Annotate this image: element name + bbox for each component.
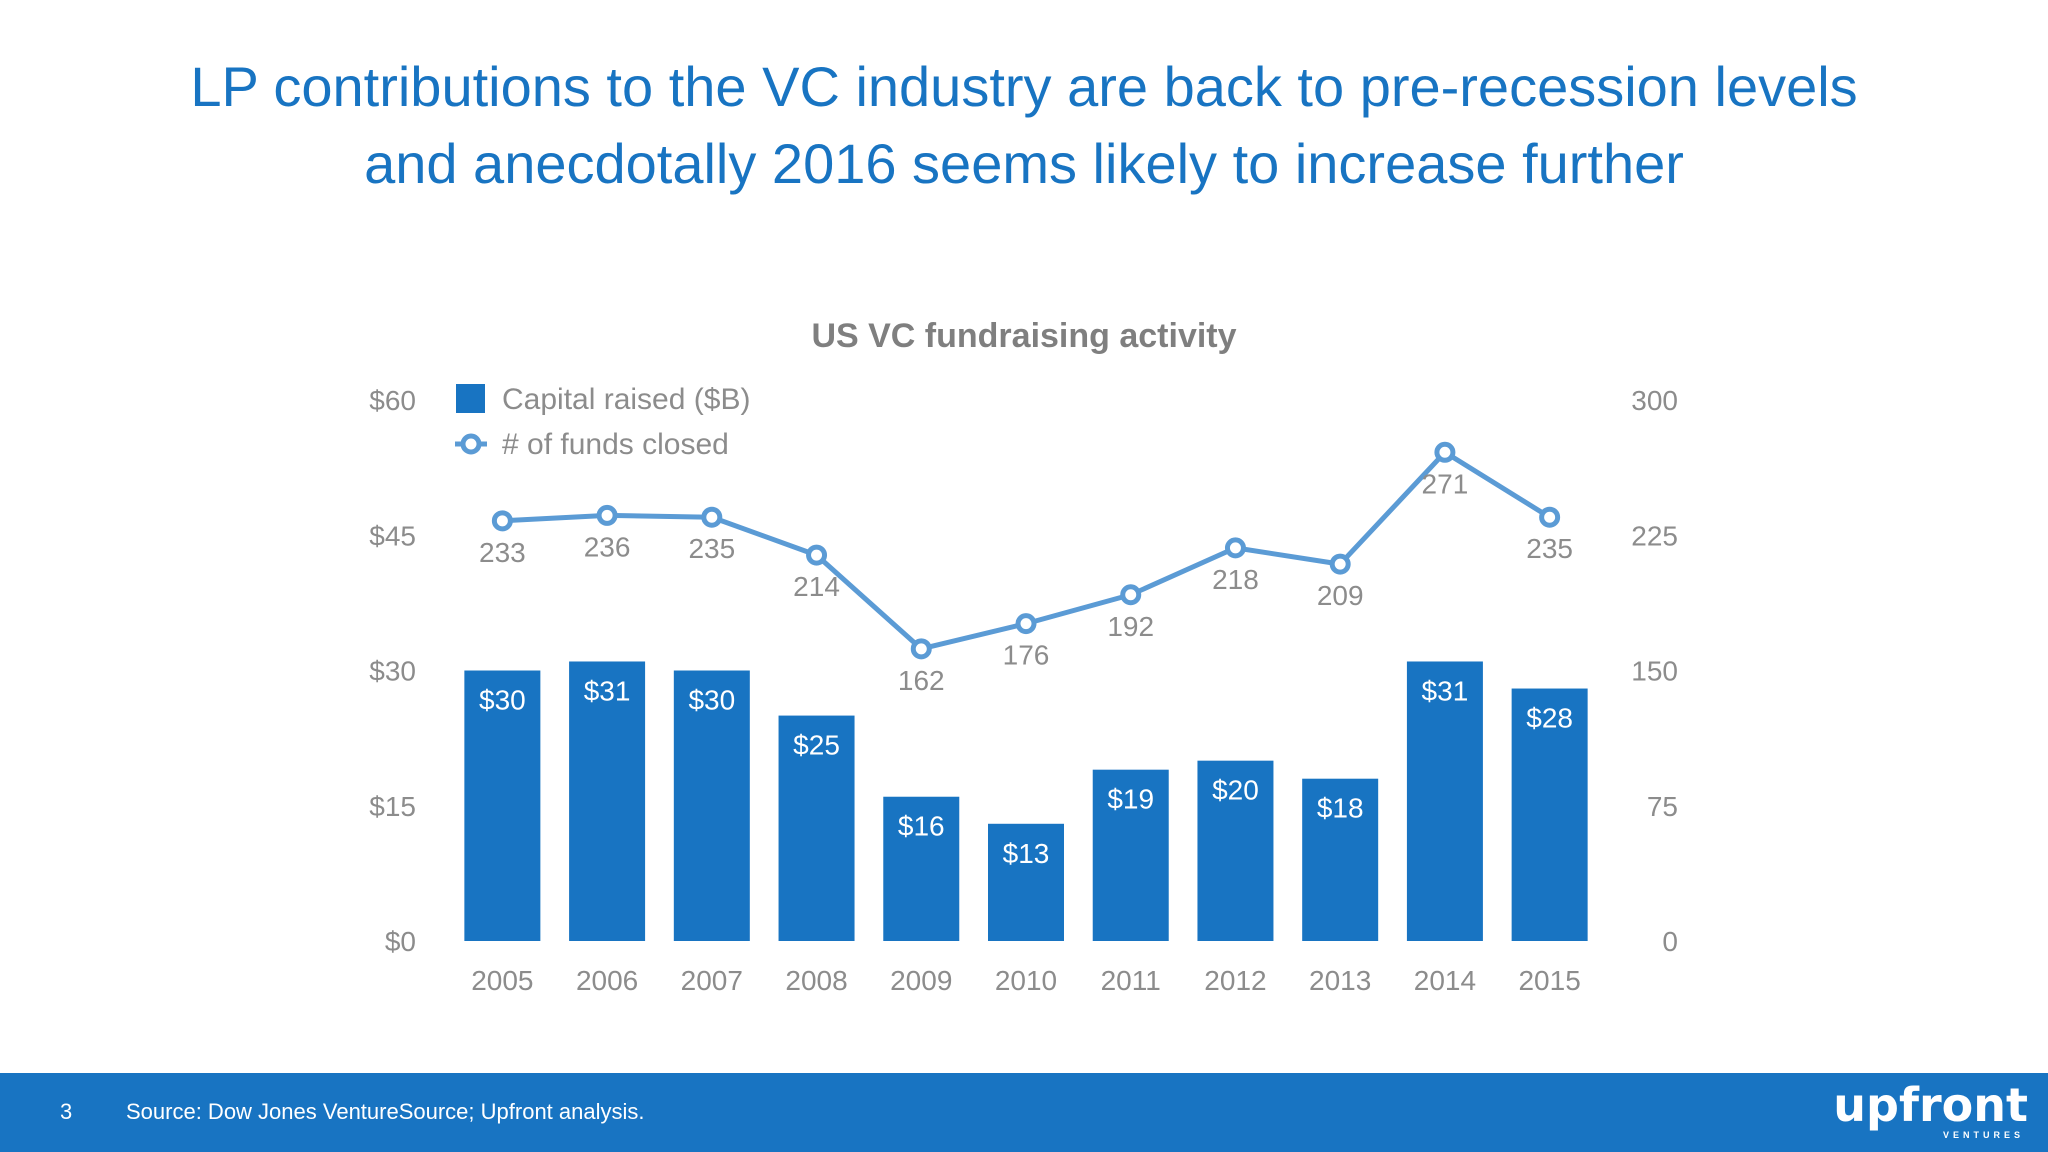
- funds-closed-point: [1224, 537, 1246, 559]
- right-axis-tick-label: 150: [1631, 656, 1678, 687]
- bar: [778, 715, 855, 941]
- funds-closed-value-label: 162: [898, 665, 945, 696]
- bar: [569, 661, 646, 941]
- funds-closed-value-label: 235: [688, 533, 735, 564]
- bar: [1406, 661, 1483, 941]
- footer-bar: 3 Source: Dow Jones VentureSource; Upfro…: [0, 1073, 2048, 1152]
- logo-subtext: VENTURES: [1942, 1130, 2024, 1140]
- left-axis-tick-label: $45: [369, 520, 416, 551]
- bar: [1197, 760, 1274, 941]
- page-number: 3: [60, 1099, 73, 1124]
- x-axis-tick-label: 2005: [471, 965, 533, 996]
- funds-closed-value-label: 176: [1003, 640, 1050, 671]
- bar-value-label: $13: [1003, 838, 1050, 869]
- funds-closed-point: [1015, 613, 1037, 635]
- bar: [673, 670, 750, 941]
- funds-closed-point: [806, 544, 828, 566]
- bar-value-label: $19: [1107, 784, 1154, 815]
- bar-value-label: $31: [1422, 675, 1469, 706]
- bar: [988, 823, 1064, 941]
- right-axis-tick-label: 0: [1662, 926, 1678, 957]
- funds-closed-point: [1434, 441, 1456, 463]
- x-axis-tick-label: 2012: [1204, 965, 1266, 996]
- funds-closed-point: [1120, 584, 1142, 606]
- slide-title: LP contributions to the VC industry are …: [0, 48, 2048, 202]
- x-axis-tick-label: 2013: [1309, 965, 1371, 996]
- x-axis-tick-label: 2015: [1518, 965, 1580, 996]
- funds-closed-value-label: 233: [479, 537, 526, 568]
- funds-closed-value-label: 236: [584, 531, 631, 562]
- x-axis-tick-label: 2006: [576, 965, 638, 996]
- right-axis-tick-label: 300: [1631, 385, 1678, 416]
- legend-line-label: # of funds closed: [502, 428, 729, 461]
- funds-closed-value-label: 192: [1107, 611, 1154, 642]
- funds-closed-point: [701, 506, 723, 528]
- right-axis-tick-label: 225: [1631, 520, 1678, 551]
- funds-closed-value-label: 218: [1212, 564, 1259, 595]
- funds-closed-value-label: 214: [793, 571, 840, 602]
- x-axis-tick-label: 2009: [890, 965, 952, 996]
- bar: [1511, 688, 1588, 941]
- x-axis-tick-label: 2007: [681, 965, 743, 996]
- x-axis-tick-label: 2010: [995, 965, 1057, 996]
- bar: [464, 670, 541, 941]
- bar-value-label: $20: [1212, 775, 1259, 806]
- funds-closed-value-label: 209: [1317, 580, 1364, 611]
- left-axis-tick-label: $15: [369, 791, 416, 822]
- source-note: Source: Dow Jones VentureSource; Upfront…: [126, 1099, 645, 1124]
- funds-closed-value-label: 271: [1422, 468, 1469, 499]
- left-axis-tick-label: $0: [385, 926, 416, 957]
- upfront-logo: upfront VENTURES: [1818, 1081, 2028, 1145]
- bar-value-label: $16: [898, 811, 945, 842]
- bar-value-label: $18: [1317, 793, 1364, 824]
- funds-closed-point: [1329, 553, 1351, 575]
- right-axis-tick-label: 75: [1647, 791, 1678, 822]
- x-axis-tick-label: 2008: [785, 965, 847, 996]
- funds-closed-point: [596, 504, 618, 526]
- bar-value-label: $28: [1526, 703, 1573, 734]
- bar-value-label: $25: [793, 730, 840, 761]
- legend-bar-label: Capital raised ($B): [502, 383, 750, 416]
- funds-closed-point: [1539, 506, 1561, 528]
- funds-closed-point: [910, 638, 932, 660]
- legend-line-marker: [460, 433, 482, 455]
- slide-title-line-1: LP contributions to the VC industry are …: [190, 55, 1858, 118]
- legend-bar-swatch: [456, 384, 485, 413]
- fundraising-chart: US VC fundraising activity $0 $15 $30 $45 $60…: [369, 317, 1678, 996]
- bar-value-label: $30: [479, 685, 526, 716]
- x-axis-tick-label: 2011: [1101, 965, 1161, 996]
- slide-title-line-2: and anecdotally 2016 seems likely to inc…: [364, 132, 1684, 195]
- bar: [1302, 778, 1379, 941]
- funds-closed-point: [491, 510, 513, 532]
- bar: [1092, 769, 1169, 941]
- bar-value-label: $30: [688, 685, 735, 716]
- bar: [883, 796, 960, 941]
- logo-wordmark: upfront: [1833, 1078, 2028, 1132]
- funds-closed-value-label: 235: [1526, 533, 1573, 564]
- x-axis-tick-label: 2014: [1414, 965, 1476, 996]
- left-axis-tick-label: $30: [369, 656, 416, 687]
- chart-title: US VC fundraising activity: [811, 317, 1236, 355]
- bar-value-label: $31: [584, 675, 631, 706]
- left-axis-tick-label: $60: [369, 385, 416, 416]
